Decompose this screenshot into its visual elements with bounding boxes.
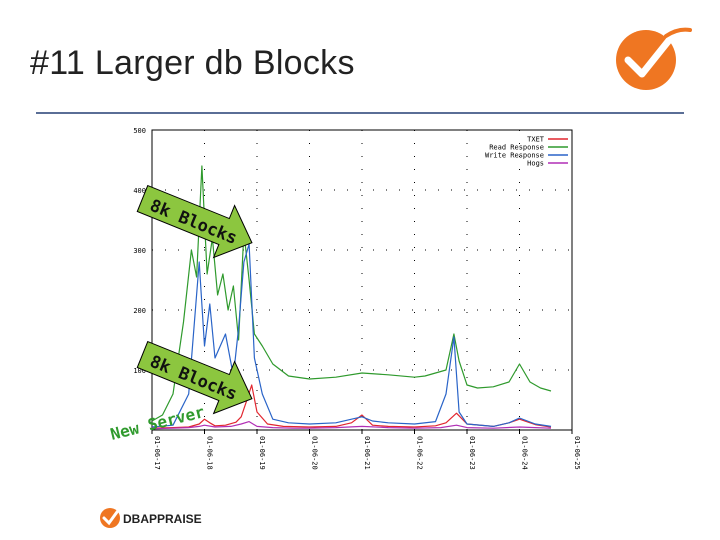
- grid: [151, 130, 573, 434]
- title-divider: [36, 112, 684, 114]
- x-tick-label: 01-06-20: [311, 436, 319, 470]
- footer-logo-text: DBAPPRAISE: [123, 512, 202, 526]
- legend-label: TXET: [527, 136, 545, 144]
- legend-label: Hogs: [527, 160, 544, 168]
- footer-checkmark-icon: [102, 510, 119, 526]
- y-tick-label: 300: [133, 247, 146, 255]
- y-tick-label: 200: [133, 307, 146, 315]
- x-tick-label: 01-06-21: [363, 436, 371, 470]
- series-line-hogs: [151, 421, 552, 430]
- y-tick-label: 100: [133, 367, 146, 375]
- response-time-chart: 100 200 300 400 500 01-06-17 01-06-18 01-06-19…: [108, 127, 581, 470]
- x-tick-label: 01-06-17: [153, 436, 161, 470]
- series-line-write-response: [151, 243, 552, 428]
- series-lines: [151, 165, 552, 430]
- x-tick-label: 01-06-24: [521, 436, 529, 470]
- legend-label: Write Response: [485, 152, 544, 160]
- arrow-shape: [136, 184, 253, 259]
- y-tick-label: 400: [133, 187, 146, 195]
- checkmark-icon: [624, 30, 678, 78]
- x-tick-label: 01-06-22: [416, 436, 424, 470]
- x-tick-label: 01-06-25: [573, 436, 581, 470]
- orange-checkmark-logo: [616, 27, 692, 90]
- x-tick-label: 01-06-18: [206, 436, 214, 470]
- checkmark-tail: [664, 27, 692, 38]
- x-tick-label: 01-06-19: [258, 436, 266, 470]
- y-tick-label: 500: [133, 127, 146, 135]
- x-tick-label: 01-06-23: [468, 436, 476, 470]
- arrow-shape: [136, 340, 253, 415]
- series-line-read-response: [151, 165, 552, 422]
- x-tick-labels: 01-06-17 01-06-18 01-06-19 01-06-20 01-06-21…: [153, 436, 581, 470]
- y-tick-labels: 100 200 300 400 500: [133, 127, 146, 375]
- slide-title: #11 Larger db Blocks: [30, 44, 355, 82]
- legend-label: Read Response: [489, 144, 544, 152]
- dbappraise-logo: DBAPPRAISE: [100, 508, 202, 528]
